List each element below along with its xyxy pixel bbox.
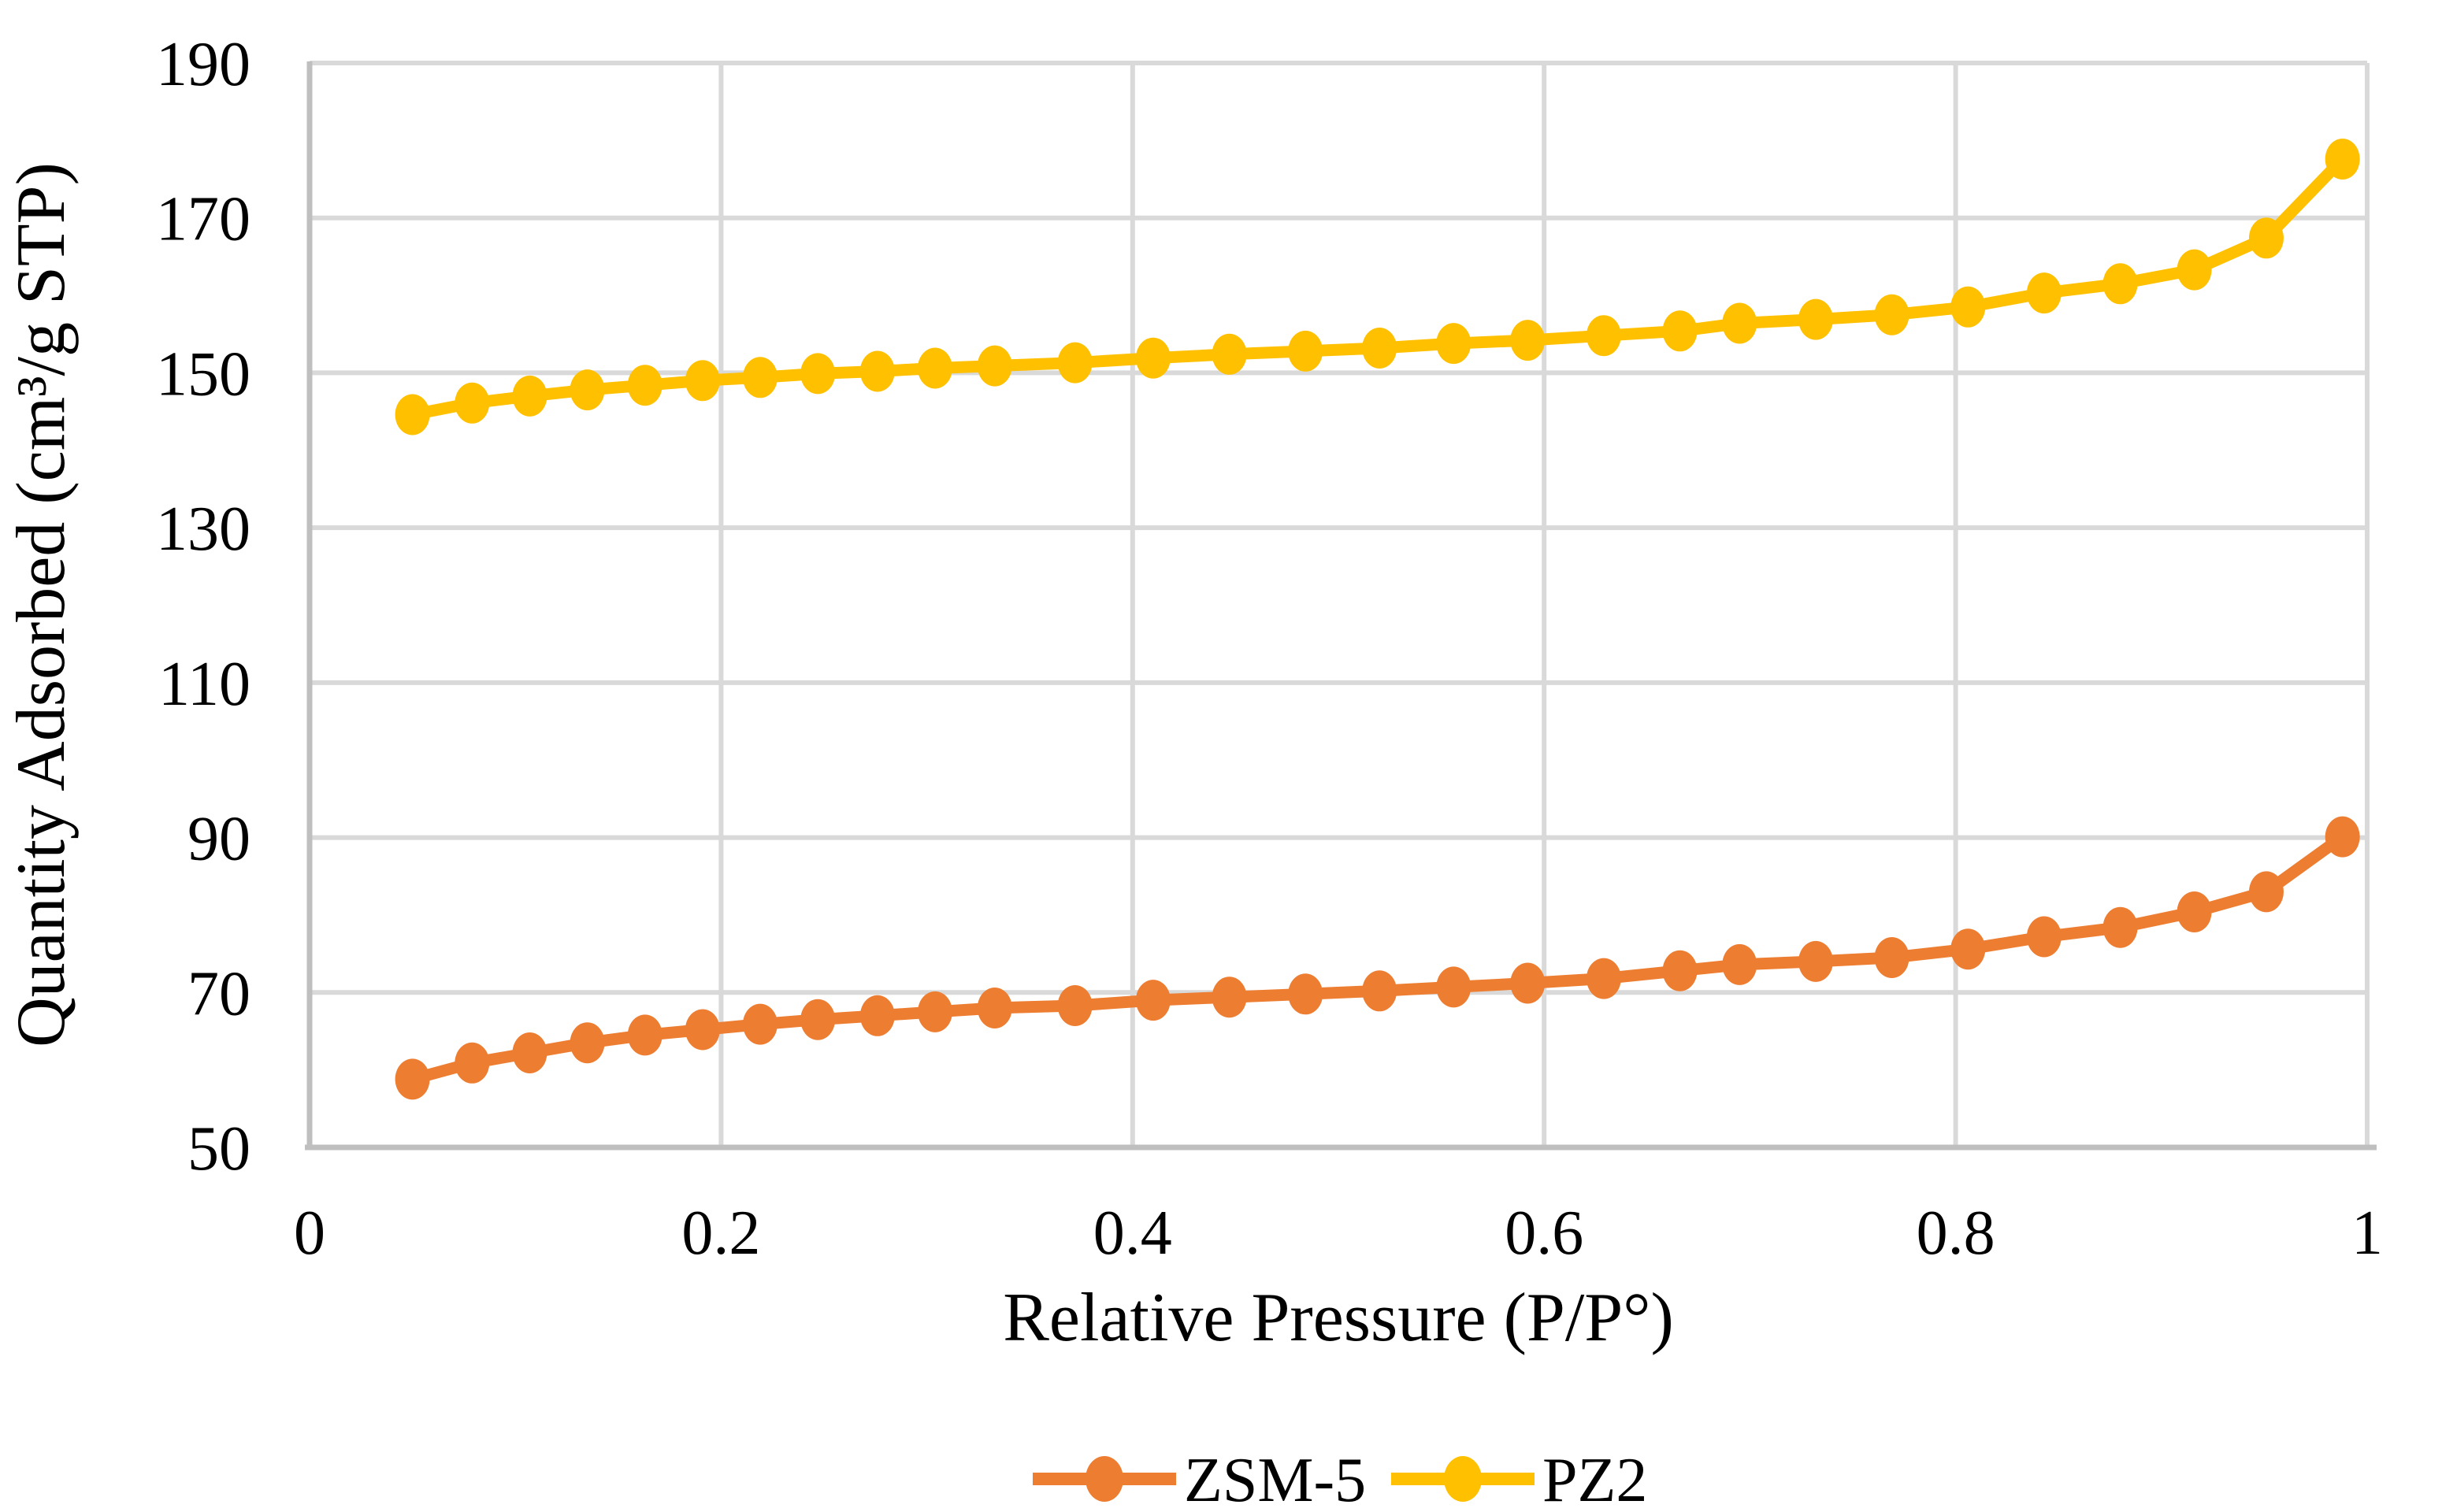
y-tick-label-70: 70 <box>187 959 251 1028</box>
data-point-pz2-15 <box>1362 328 1397 369</box>
data-point-zsm5-20 <box>1722 943 1757 985</box>
y-tick-label-130: 130 <box>156 495 251 564</box>
legend-marker-pz2 <box>1444 1456 1482 1502</box>
data-point-zsm5-19 <box>1662 950 1698 991</box>
legend-item-pz2: PZ2 <box>1391 1446 1647 1512</box>
data-point-pz2-16 <box>1436 323 1472 365</box>
legend-item-zsm5: ZSM-5 <box>1033 1446 1366 1512</box>
tick-labels: 50 70 90 110 130 150 170 190 0 0.2 0.4 0.6 0.8 1 <box>156 30 2383 1268</box>
data-point-pz2-17 <box>1510 320 1546 361</box>
y-tick-label-110: 110 <box>158 650 251 719</box>
data-point-pz2-27 <box>2249 217 2284 259</box>
data-point-pz2-25 <box>2102 263 2138 305</box>
data-point-pz2-20 <box>1722 302 1757 344</box>
y-tick-label-170: 170 <box>156 185 251 254</box>
data-point-zsm5-2 <box>512 1032 547 1073</box>
axes <box>305 61 2377 1151</box>
data-point-pz2-24 <box>2026 272 2062 314</box>
gridlines <box>310 61 2370 1147</box>
data-point-pz2-2 <box>512 375 547 417</box>
legend-label-pz2: PZ2 <box>1542 1446 1647 1512</box>
data-point-pz2-0 <box>395 394 430 435</box>
data-point-zsm5-24 <box>2026 916 2062 958</box>
x-tick-label-0: 0 <box>294 1199 325 1268</box>
data-point-pz2-26 <box>2177 249 2212 291</box>
data-point-pz2-18 <box>1586 315 1621 357</box>
data-point-pz2-1 <box>455 382 490 424</box>
series-group <box>395 139 2360 1100</box>
legend-label-zsm5: ZSM-5 <box>1184 1446 1366 1512</box>
data-point-pz2-4 <box>627 365 662 406</box>
data-point-zsm5-7 <box>800 999 836 1040</box>
data-point-zsm5-3 <box>570 1022 605 1064</box>
data-point-pz2-28 <box>2325 139 2360 180</box>
data-point-pz2-13 <box>1212 333 1247 375</box>
data-point-zsm5-22 <box>1874 937 1909 978</box>
data-point-pz2-23 <box>1950 286 1986 328</box>
data-point-zsm5-0 <box>395 1058 430 1100</box>
y-tick-label-50: 50 <box>187 1114 251 1184</box>
data-point-zsm5-12 <box>1135 980 1171 1021</box>
data-point-zsm5-23 <box>1950 928 1986 970</box>
x-tick-label-0.8: 0.8 <box>1917 1199 1995 1268</box>
y-tick-label-150: 150 <box>156 339 251 409</box>
data-point-pz2-9 <box>918 347 952 389</box>
x-tick-label-0.6: 0.6 <box>1505 1199 1583 1268</box>
data-point-pz2-19 <box>1662 310 1698 352</box>
data-point-pz2-11 <box>1057 342 1093 384</box>
x-tick-label-0.4: 0.4 <box>1093 1199 1172 1268</box>
x-tick-label-1: 1 <box>2351 1199 2383 1268</box>
data-point-zsm5-4 <box>627 1014 662 1056</box>
x-axis-title: Relative Pressure (P/P°) <box>1003 1280 1674 1356</box>
data-point-pz2-3 <box>570 369 605 411</box>
data-point-pz2-6 <box>743 357 778 398</box>
data-point-zsm5-17 <box>1510 962 1546 1004</box>
data-point-zsm5-28 <box>2325 816 2360 858</box>
data-point-zsm5-10 <box>977 988 1012 1028</box>
data-point-zsm5-26 <box>2177 891 2212 932</box>
x-tick-label-0.2: 0.2 <box>681 1199 760 1268</box>
data-point-zsm5-9 <box>918 991 952 1032</box>
data-point-zsm5-5 <box>685 1009 720 1051</box>
data-point-zsm5-11 <box>1057 985 1093 1026</box>
data-point-zsm5-27 <box>2249 871 2284 913</box>
data-point-zsm5-6 <box>743 1003 778 1045</box>
y-tick-label-90: 90 <box>187 805 251 874</box>
data-point-pz2-7 <box>800 353 836 395</box>
data-point-zsm5-14 <box>1288 973 1323 1015</box>
y-axis-title: Quantity Adsorbed (cm³/g STP) <box>3 162 80 1047</box>
data-point-zsm5-8 <box>859 995 895 1036</box>
legend-marker-zsm5 <box>1086 1456 1123 1502</box>
data-point-pz2-12 <box>1135 337 1171 379</box>
data-point-pz2-8 <box>859 350 895 392</box>
data-point-pz2-14 <box>1288 330 1323 372</box>
legend: ZSM-5 PZ2 <box>1033 1446 1647 1512</box>
data-point-zsm5-21 <box>1798 940 1833 982</box>
y-tick-label-190: 190 <box>156 30 251 99</box>
data-point-zsm5-15 <box>1362 970 1397 1012</box>
data-point-pz2-5 <box>685 360 720 402</box>
data-point-pz2-10 <box>977 345 1012 387</box>
data-point-zsm5-25 <box>2102 906 2138 948</box>
data-point-pz2-22 <box>1874 294 1909 335</box>
data-point-zsm5-13 <box>1212 976 1247 1018</box>
data-point-pz2-21 <box>1798 298 1833 340</box>
data-point-zsm5-1 <box>455 1042 490 1084</box>
data-point-zsm5-16 <box>1436 966 1472 1008</box>
data-point-zsm5-18 <box>1586 958 1621 999</box>
